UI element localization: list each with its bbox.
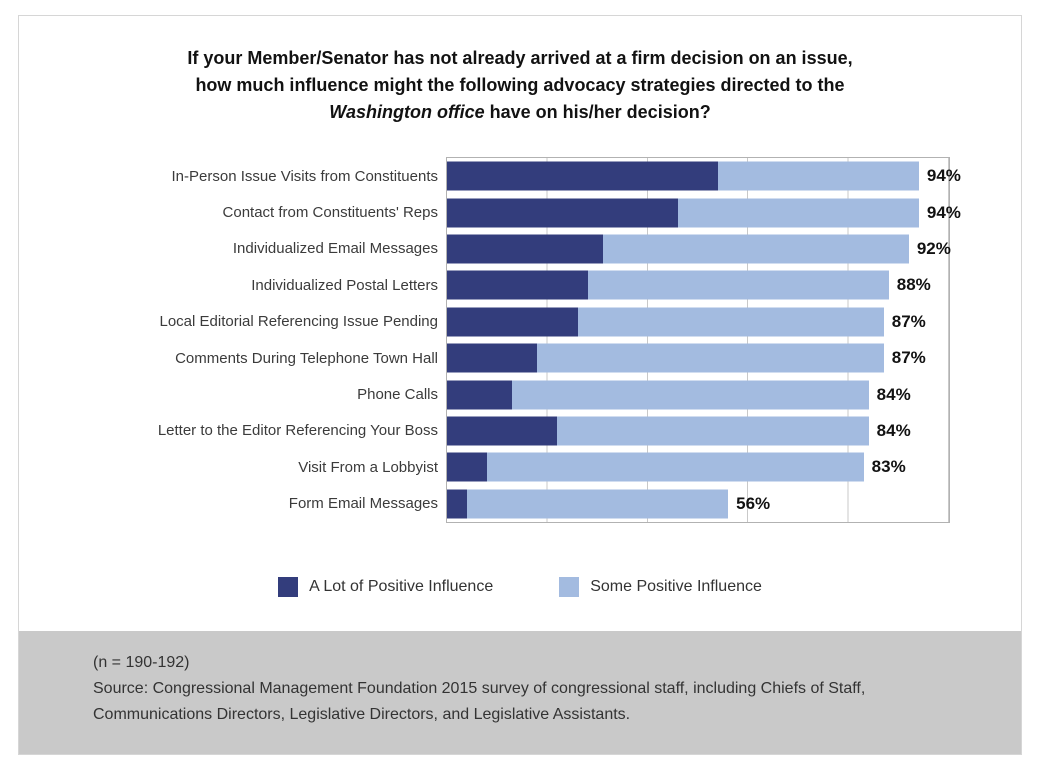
- stacked-bar: [447, 380, 949, 410]
- bar-segment-a-lot: [447, 270, 588, 300]
- sample-size-note: (n = 190-192): [93, 654, 190, 671]
- category-label: Letter to the Editor Referencing Your Bo…: [157, 422, 438, 440]
- category-label: Individualized Postal Letters: [251, 276, 438, 294]
- bar-segment-some: [512, 380, 869, 410]
- stacked-bar: [447, 343, 949, 373]
- title-line-2: how much influence might the following a…: [195, 75, 845, 95]
- bar-segment-some: [718, 161, 919, 191]
- title-italic-phrase: Washington office: [329, 102, 485, 122]
- plot-area: 94% 94% 92% 88% 87% 87% 84% 84% 83% 56%: [446, 157, 961, 523]
- legend-label: A Lot of Positive Influence: [309, 578, 494, 595]
- bar-row: 92%: [447, 231, 951, 267]
- stacked-bar: [447, 270, 949, 300]
- legend-swatch: [559, 577, 580, 597]
- category-label: In-Person Issue Visits from Constituents: [171, 167, 439, 185]
- legend-item-some: Some Positive Influence: [559, 577, 762, 597]
- legend-label: Some Positive Influence: [590, 578, 762, 595]
- total-value-label: 87%: [891, 348, 926, 368]
- bar-segment-a-lot: [447, 161, 719, 191]
- bar-segment-a-lot: [447, 380, 513, 410]
- category-label: Visit From a Lobbyist: [298, 458, 438, 476]
- bar-segment-some: [537, 343, 884, 373]
- total-value-label: 94%: [926, 202, 961, 222]
- bar-segment-a-lot: [447, 198, 678, 228]
- source-note: Source: Congressional Management Foundat…: [93, 680, 866, 723]
- stacked-bar: [447, 489, 949, 519]
- total-value-label: 84%: [876, 384, 911, 404]
- category-label: Form Email Messages: [288, 495, 438, 513]
- chart-card: If your Member/Senator has not already a…: [18, 15, 1022, 755]
- legend-item-a-lot: A Lot of Positive Influence: [278, 577, 493, 597]
- bar-row: 87%: [447, 340, 949, 376]
- bar-segment-a-lot: [447, 416, 558, 446]
- bar-row: 94%: [447, 194, 961, 230]
- bar-row: 84%: [447, 413, 949, 449]
- chart-title: If your Member/Senator has not already a…: [19, 45, 1021, 126]
- bar-row: 84%: [447, 376, 949, 412]
- title-line-3-rest: have on his/her decision?: [484, 102, 711, 122]
- bar-segment-a-lot: [447, 452, 488, 482]
- total-value-label: 56%: [736, 493, 771, 513]
- total-value-label: 87%: [891, 311, 926, 331]
- bar-segment-a-lot: [447, 489, 468, 519]
- bar-segment-some: [677, 198, 919, 228]
- bar-row: 88%: [447, 267, 949, 303]
- bar-segment-some: [587, 270, 889, 300]
- footer-band: (n = 190-192) Source: Congressional Mana…: [19, 631, 1021, 754]
- bar-row: 94%: [447, 158, 961, 194]
- bar-row: 87%: [447, 304, 949, 340]
- total-value-label: 88%: [896, 275, 931, 295]
- bar-segment-a-lot: [447, 343, 538, 373]
- stacked-bar: [447, 198, 949, 228]
- legend: A Lot of Positive Influence Some Positiv…: [19, 577, 1021, 597]
- title-line-1: If your Member/Senator has not already a…: [187, 48, 853, 68]
- category-labels: In-Person Issue Visits from Constituents…: [19, 157, 446, 522]
- category-label: Individualized Email Messages: [232, 240, 438, 258]
- bar-segment-some: [557, 416, 869, 446]
- category-label: Local Editorial Referencing Issue Pendin…: [159, 313, 438, 331]
- stacked-bar: [447, 452, 949, 482]
- stacked-bar: [447, 307, 949, 337]
- title-line-3: Washington office have on his/her decisi…: [19, 99, 1021, 126]
- bar-row: 56%: [447, 486, 949, 522]
- stacked-bar: [447, 234, 949, 264]
- category-label: Comments During Telephone Town Hall: [175, 349, 438, 367]
- bar-segment-some: [467, 489, 729, 519]
- bar-segment-some: [487, 452, 864, 482]
- stacked-bar: [447, 161, 949, 191]
- bar-row: 83%: [447, 449, 949, 485]
- bar-segment-a-lot: [447, 307, 578, 337]
- total-value-label: 83%: [871, 457, 906, 477]
- total-value-label: 92%: [916, 238, 951, 258]
- total-value-label: 84%: [876, 420, 911, 440]
- category-label: Phone Calls: [357, 386, 438, 404]
- legend-swatch: [278, 577, 299, 597]
- bar-segment-a-lot: [447, 234, 603, 264]
- stacked-bar-chart: In-Person Issue Visits from Constituents…: [19, 157, 961, 523]
- total-value-label: 94%: [926, 166, 961, 186]
- bar-segment-some: [602, 234, 909, 264]
- category-label: Contact from Constituents' Reps: [222, 204, 438, 222]
- stacked-bar: [447, 416, 949, 446]
- bar-segment-some: [577, 307, 884, 337]
